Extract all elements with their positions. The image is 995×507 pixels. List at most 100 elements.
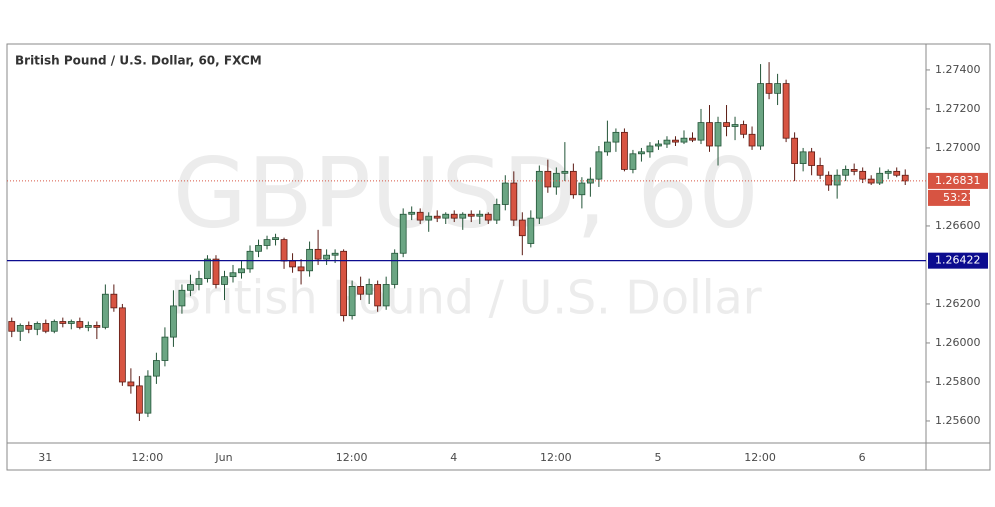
x-tick-label: Jun xyxy=(214,451,232,464)
x-tick-label: 12:00 xyxy=(540,451,572,464)
candle-body xyxy=(16,325,24,332)
candle-body xyxy=(527,217,535,244)
y-tick-label: 1.26600 xyxy=(935,219,981,232)
candle-body xyxy=(621,131,628,170)
horizontal-line-label: 1.26422 xyxy=(935,254,981,267)
candle-body xyxy=(850,168,858,172)
candle-body xyxy=(757,83,764,147)
candle-body xyxy=(272,237,279,240)
candle-body xyxy=(493,204,501,221)
candle-body xyxy=(544,170,552,188)
candle-body xyxy=(399,213,407,254)
candle-body xyxy=(67,321,75,324)
candle-body xyxy=(204,258,211,280)
candle-body xyxy=(450,213,458,219)
candle-body xyxy=(187,284,194,291)
candle-body xyxy=(578,182,586,196)
y-tick-label: 1.25800 xyxy=(935,375,981,388)
candle-body xyxy=(340,250,348,317)
candle-body xyxy=(331,252,339,256)
candle-body xyxy=(101,293,109,328)
candle-body xyxy=(791,137,799,164)
x-tick-label: 4 xyxy=(450,451,457,464)
candle-body xyxy=(416,211,424,221)
candle-body xyxy=(595,151,603,180)
candle-body xyxy=(612,131,620,143)
candle-body xyxy=(859,170,867,180)
candle-body xyxy=(561,170,569,174)
candle-body xyxy=(178,289,186,307)
candle-body xyxy=(76,321,84,328)
chart-frame xyxy=(6,43,991,471)
candle-body xyxy=(552,172,560,188)
candle-body xyxy=(731,124,739,127)
x-tick-label: 6 xyxy=(859,451,866,464)
candle-body xyxy=(501,182,509,205)
x-tick-label: 12:00 xyxy=(336,451,368,464)
candle-body xyxy=(629,153,637,170)
candle-body xyxy=(663,139,671,145)
candle-body xyxy=(569,170,577,196)
candle-body xyxy=(323,254,330,260)
candle-body xyxy=(314,248,322,260)
candle-body xyxy=(238,268,245,274)
candle-body xyxy=(135,385,143,414)
candle-body xyxy=(765,83,773,94)
candle-body xyxy=(374,284,382,307)
candle-body xyxy=(748,133,756,147)
candle-body xyxy=(8,321,16,332)
x-tick-label: 5 xyxy=(654,451,661,464)
candle-body xyxy=(774,83,781,94)
candle-body xyxy=(740,124,747,135)
candle-body xyxy=(348,286,356,317)
candle-body xyxy=(714,122,722,147)
candle-body xyxy=(153,360,160,377)
candle-body xyxy=(357,286,365,295)
x-tick-label: 31 xyxy=(38,451,52,464)
candle-body xyxy=(876,172,884,184)
candle-body xyxy=(50,321,58,332)
candle-body xyxy=(255,245,262,252)
candle-body xyxy=(33,323,41,330)
candle-body xyxy=(93,325,101,328)
last-price-label: 1.26831 xyxy=(935,174,981,187)
y-tick-label: 1.26000 xyxy=(935,336,981,349)
y-tick-label: 1.27200 xyxy=(935,102,981,115)
candle-body xyxy=(442,213,450,219)
y-tick-label: 1.25600 xyxy=(935,414,981,427)
candle-body xyxy=(697,122,705,141)
candle-body xyxy=(680,137,688,143)
y-tick-label: 1.27000 xyxy=(935,141,981,154)
candle-body xyxy=(195,278,203,285)
candle-body xyxy=(535,170,543,219)
candle-body xyxy=(161,336,169,361)
candle-body xyxy=(365,284,373,295)
candle-body xyxy=(808,151,816,166)
candle-body xyxy=(110,293,118,309)
candle-body xyxy=(646,145,654,153)
y-tick-label: 1.26200 xyxy=(935,297,981,310)
candle-body xyxy=(59,321,67,324)
candle-body xyxy=(289,260,296,268)
candle-body xyxy=(221,276,228,285)
chart-title: British Pound / U.S. Dollar, 60, FXCM xyxy=(15,54,262,68)
candle-body xyxy=(884,170,892,174)
candle-body xyxy=(706,122,713,147)
candle-body xyxy=(382,284,390,307)
candle-body xyxy=(586,178,594,184)
candle-body xyxy=(901,174,909,182)
countdown: 53:23 xyxy=(943,191,975,204)
candle-body xyxy=(280,239,288,262)
candle-body xyxy=(425,215,433,221)
candle-body xyxy=(170,305,177,338)
candle-body xyxy=(825,174,833,186)
candle-body xyxy=(229,272,237,278)
candle-body xyxy=(484,213,492,221)
candle-body xyxy=(459,213,467,219)
candle-body xyxy=(655,143,662,147)
candle-body xyxy=(118,307,126,383)
candle-body xyxy=(689,137,696,141)
y-tick-label: 1.27400 xyxy=(935,63,981,76)
candle-body xyxy=(212,258,220,285)
candle-body xyxy=(782,83,790,139)
